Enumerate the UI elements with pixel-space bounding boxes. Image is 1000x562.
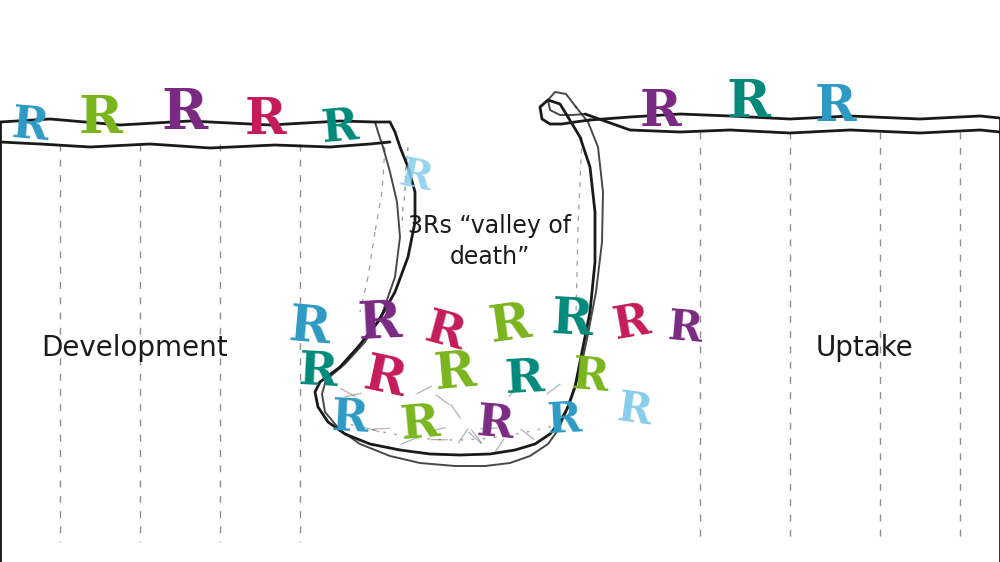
Text: R: R (570, 355, 610, 401)
Text: R: R (547, 398, 583, 442)
Text: R: R (78, 93, 122, 143)
Text: R: R (615, 387, 655, 433)
Text: R: R (244, 96, 286, 146)
Text: R: R (398, 400, 442, 449)
Text: R: R (432, 347, 478, 400)
Text: R: R (550, 295, 594, 346)
Text: R: R (504, 355, 546, 404)
Text: Development: Development (42, 334, 228, 362)
Text: R: R (486, 299, 534, 353)
Text: R: R (360, 351, 410, 407)
Text: R: R (320, 105, 360, 151)
Text: R: R (666, 306, 704, 351)
Text: Uptake: Uptake (816, 334, 914, 362)
Text: R: R (639, 88, 681, 137)
Text: R: R (297, 348, 339, 396)
Text: R: R (475, 401, 515, 447)
Text: R: R (357, 297, 403, 350)
Text: R: R (726, 77, 770, 128)
Text: R: R (814, 83, 856, 133)
Text: 3Rs “valley of
death”: 3Rs “valley of death” (408, 214, 572, 269)
Text: R: R (610, 299, 654, 347)
Text: R: R (10, 103, 50, 149)
Text: R: R (287, 302, 333, 355)
Text: R: R (420, 305, 470, 360)
Text: R: R (330, 396, 370, 441)
Text: R: R (395, 155, 435, 199)
Text: R: R (162, 86, 208, 141)
